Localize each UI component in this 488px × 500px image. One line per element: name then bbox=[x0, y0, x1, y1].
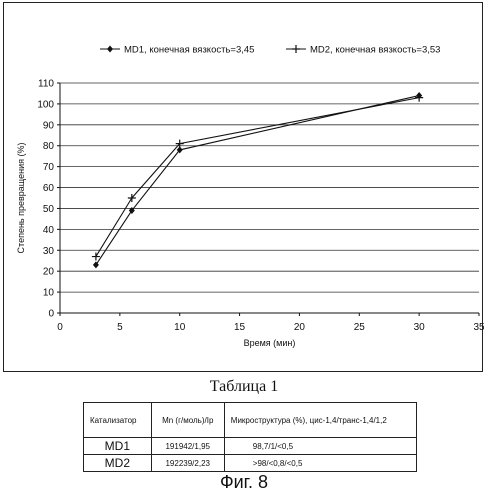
y-tick-label: 30 bbox=[43, 246, 55, 257]
data-table: Катализатор Mn (г/моль)/Ip Микроструктур… bbox=[83, 402, 417, 472]
series-line-1 bbox=[96, 96, 419, 265]
x-tick-label: 20 bbox=[294, 322, 306, 333]
x-tick-label: 35 bbox=[473, 322, 484, 333]
y-tick-label: 70 bbox=[43, 162, 55, 173]
y-tick-label: 80 bbox=[43, 141, 55, 152]
header-mn: Mn (г/моль)/Ip bbox=[151, 403, 224, 438]
series-line-2 bbox=[96, 98, 419, 257]
x-tick-label: 15 bbox=[234, 322, 246, 333]
x-tick-label: 5 bbox=[117, 322, 123, 333]
cell-mn: 191942/1,95 bbox=[151, 438, 224, 455]
x-tick-label: 25 bbox=[354, 322, 366, 333]
x-tick-label: 30 bbox=[414, 322, 426, 333]
cell-catalyst: MD2 bbox=[84, 455, 152, 472]
y-tick-label: 90 bbox=[43, 120, 55, 131]
y-tick-label: 10 bbox=[43, 288, 55, 299]
y-tick-label: 60 bbox=[43, 183, 55, 194]
legend-marker-plus bbox=[292, 45, 300, 53]
table-title: Таблица 1 bbox=[0, 378, 488, 396]
cell-microstructure: 98,7/1/<0,5 bbox=[224, 438, 416, 455]
legend-marker-diamond bbox=[107, 46, 113, 53]
data-point-plus bbox=[92, 253, 100, 261]
y-tick-label: 40 bbox=[43, 225, 55, 236]
table-header-row: Катализатор Mn (г/моль)/Ip Микроструктур… bbox=[84, 403, 417, 438]
y-tick-label: 110 bbox=[38, 79, 54, 90]
cell-mn: 192239/2,23 bbox=[151, 455, 224, 472]
chart-frame: 0 10 20 30 40 50 60 70 80 90 100 110 0 5 10 15 20 25 30 35 В… bbox=[3, 2, 483, 372]
header-microstructure: Микроструктура (%), цис-1,4/транс-1,4/1,… bbox=[224, 403, 416, 438]
y-tick-label: 0 bbox=[48, 309, 54, 320]
legend-label: MD1, конечная вязкость=3,45 bbox=[124, 45, 254, 56]
table-row: MD2 192239/2,23 >98/<0,8/<0,5 bbox=[84, 455, 417, 472]
table-row: MD1 191942/1,95 98,7/1/<0,5 bbox=[84, 438, 417, 455]
legend-label: MD2, конечная вязкость=3,53 bbox=[310, 45, 440, 56]
y-tick-label: 50 bbox=[43, 204, 55, 215]
figure-caption: Фиг. 8 bbox=[0, 472, 488, 493]
x-tick-label: 0 bbox=[57, 322, 63, 333]
cell-microstructure: >98/<0,8/<0,5 bbox=[224, 455, 416, 472]
y-tick-label: 20 bbox=[43, 267, 55, 278]
header-catalyst: Катализатор bbox=[84, 403, 152, 438]
y-tick-label: 100 bbox=[37, 99, 54, 110]
x-axis-label: Время (мин) bbox=[244, 338, 296, 348]
x-tick-label: 10 bbox=[174, 322, 186, 333]
cell-catalyst: MD1 bbox=[84, 438, 152, 455]
line-chart: 0 10 20 30 40 50 60 70 80 90 100 110 0 5 10 15 20 25 30 35 В… bbox=[4, 3, 484, 373]
y-axis-label: Степень превращения (%) bbox=[16, 143, 26, 254]
data-point-plus bbox=[415, 94, 423, 102]
